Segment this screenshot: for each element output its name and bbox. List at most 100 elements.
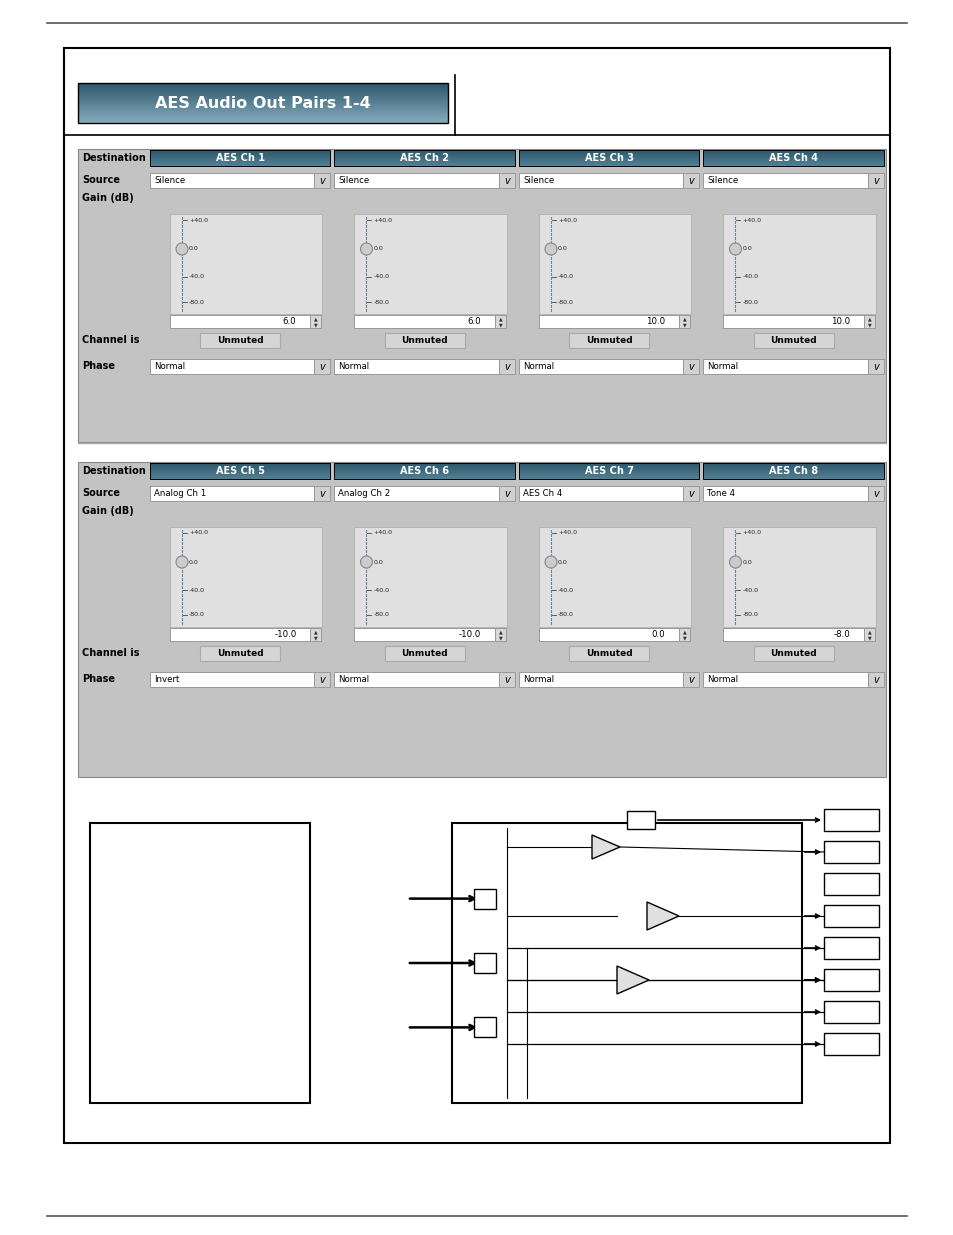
Bar: [78, 86, 448, 88]
Text: ▲: ▲: [498, 629, 502, 634]
Text: Gain (dB): Gain (dB): [82, 506, 133, 516]
Bar: [78, 111, 448, 112]
Text: -40.0: -40.0: [741, 274, 758, 279]
Bar: [200, 333, 280, 348]
Bar: [78, 98, 448, 99]
Text: 0.0: 0.0: [374, 559, 383, 564]
Bar: [823, 905, 878, 927]
Text: Unmuted: Unmuted: [401, 336, 448, 345]
Bar: [78, 103, 448, 104]
Bar: [823, 873, 878, 895]
Bar: [170, 527, 322, 627]
Bar: [78, 115, 448, 116]
Text: -8.0: -8.0: [832, 630, 849, 638]
Bar: [78, 90, 448, 91]
Text: ▲: ▲: [866, 629, 870, 634]
Text: -10.0: -10.0: [458, 630, 480, 638]
Bar: [314, 672, 330, 687]
Bar: [78, 107, 448, 109]
Bar: [867, 173, 883, 188]
Bar: [78, 120, 448, 121]
Text: -80.0: -80.0: [189, 300, 205, 305]
Text: v: v: [688, 362, 694, 372]
Bar: [823, 937, 878, 960]
Bar: [682, 173, 699, 188]
Bar: [452, 823, 801, 1103]
Bar: [78, 94, 448, 95]
Text: 0.0: 0.0: [189, 559, 198, 564]
Bar: [498, 173, 515, 188]
Text: ▼: ▼: [682, 635, 686, 640]
Bar: [170, 214, 322, 314]
Bar: [78, 105, 448, 106]
Bar: [682, 672, 699, 687]
Text: ▲: ▲: [314, 629, 317, 634]
Text: 0.0: 0.0: [741, 559, 752, 564]
Text: Normal: Normal: [522, 362, 554, 370]
Bar: [518, 149, 699, 165]
Bar: [702, 149, 883, 165]
Text: AES Ch 8: AES Ch 8: [768, 466, 818, 475]
Bar: [753, 646, 833, 661]
Text: AES Ch 7: AES Ch 7: [584, 466, 633, 475]
Bar: [78, 95, 448, 96]
Bar: [518, 672, 682, 687]
Text: v: v: [872, 676, 878, 685]
Text: Normal: Normal: [522, 676, 554, 684]
Bar: [823, 809, 878, 831]
Text: Analog Ch 2: Analog Ch 2: [338, 489, 391, 498]
Bar: [90, 823, 310, 1103]
Text: 0.0: 0.0: [558, 247, 567, 252]
Bar: [702, 463, 883, 479]
Bar: [78, 106, 448, 107]
Bar: [722, 527, 875, 627]
Bar: [78, 110, 448, 111]
Text: +40.0: +40.0: [374, 217, 392, 222]
Text: +40.0: +40.0: [189, 217, 208, 222]
Bar: [474, 1018, 496, 1037]
Text: 0.0: 0.0: [189, 247, 198, 252]
Circle shape: [729, 243, 740, 254]
Text: +40.0: +40.0: [189, 531, 208, 536]
Text: -80.0: -80.0: [741, 613, 758, 618]
Text: Silence: Silence: [707, 177, 738, 185]
Bar: [335, 672, 498, 687]
Text: +40.0: +40.0: [558, 217, 577, 222]
Text: Source: Source: [82, 488, 120, 498]
Circle shape: [175, 243, 188, 254]
Bar: [78, 89, 448, 91]
Bar: [78, 104, 448, 105]
Bar: [78, 100, 448, 101]
Bar: [867, 359, 883, 374]
Bar: [538, 527, 691, 627]
Bar: [569, 333, 649, 348]
Text: AES Ch 4: AES Ch 4: [768, 153, 818, 163]
Text: v: v: [688, 489, 694, 499]
Bar: [78, 93, 448, 94]
Bar: [314, 487, 330, 501]
Bar: [150, 149, 330, 165]
Bar: [310, 629, 321, 641]
Text: 0.0: 0.0: [374, 247, 383, 252]
Circle shape: [175, 556, 188, 568]
Text: -80.0: -80.0: [741, 300, 758, 305]
Bar: [474, 953, 496, 973]
Bar: [78, 88, 448, 89]
Text: -80.0: -80.0: [374, 613, 389, 618]
Bar: [78, 119, 448, 120]
Bar: [355, 629, 495, 641]
Text: Unmuted: Unmuted: [585, 650, 632, 658]
Bar: [150, 359, 314, 374]
Bar: [867, 487, 883, 501]
Text: -40.0: -40.0: [558, 274, 574, 279]
Text: 10.0: 10.0: [830, 317, 849, 326]
Bar: [78, 105, 448, 107]
Text: v: v: [872, 177, 878, 186]
Text: Normal: Normal: [338, 676, 369, 684]
Bar: [702, 359, 867, 374]
Text: v: v: [319, 362, 325, 372]
Text: -40.0: -40.0: [374, 588, 389, 593]
Text: 6.0: 6.0: [283, 317, 296, 326]
Text: Normal: Normal: [338, 362, 369, 370]
Text: ▼: ▼: [498, 635, 502, 640]
